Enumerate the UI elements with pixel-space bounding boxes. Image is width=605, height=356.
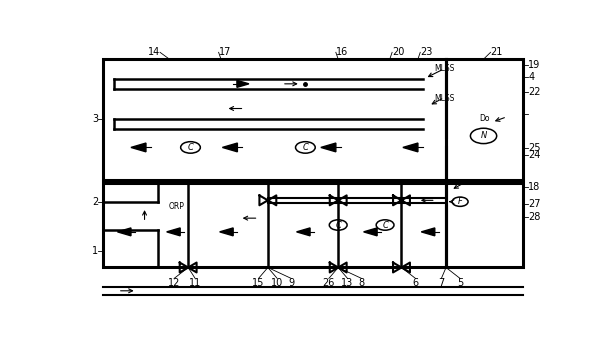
- Text: 3: 3: [92, 115, 98, 125]
- Text: 18: 18: [528, 182, 540, 192]
- Text: ORP: ORP: [169, 202, 185, 211]
- Bar: [446, 183, 523, 267]
- Polygon shape: [321, 143, 336, 152]
- Text: MLSS: MLSS: [434, 94, 455, 103]
- Text: 26: 26: [322, 278, 335, 288]
- Text: 19: 19: [528, 60, 540, 70]
- Polygon shape: [117, 228, 131, 236]
- Text: 4: 4: [528, 72, 534, 82]
- Text: 14: 14: [148, 47, 160, 57]
- Polygon shape: [364, 228, 377, 236]
- Polygon shape: [421, 228, 435, 236]
- Text: 23: 23: [420, 47, 433, 57]
- Text: 6: 6: [413, 278, 419, 288]
- Text: MLSS: MLSS: [434, 64, 455, 73]
- Bar: [103, 183, 446, 267]
- Text: 21: 21: [491, 47, 503, 57]
- Text: 28: 28: [528, 212, 540, 222]
- Text: Do: Do: [480, 114, 490, 122]
- Text: C: C: [188, 143, 194, 152]
- Text: 22: 22: [528, 87, 541, 97]
- Text: 8: 8: [359, 278, 365, 288]
- Text: 13: 13: [341, 278, 354, 288]
- Text: 7: 7: [438, 278, 445, 288]
- Bar: [446, 59, 523, 180]
- Text: 15: 15: [252, 278, 264, 288]
- Polygon shape: [131, 143, 146, 152]
- Text: 17: 17: [218, 47, 231, 57]
- Text: 24: 24: [528, 150, 540, 160]
- Text: N: N: [480, 131, 486, 140]
- Polygon shape: [237, 80, 249, 87]
- Polygon shape: [223, 143, 237, 152]
- Text: 2: 2: [92, 197, 98, 207]
- Text: 27: 27: [528, 199, 541, 209]
- Polygon shape: [167, 228, 180, 236]
- Text: 12: 12: [168, 278, 180, 288]
- Polygon shape: [296, 228, 310, 236]
- Polygon shape: [220, 228, 233, 236]
- Bar: [103, 59, 446, 180]
- Polygon shape: [403, 143, 418, 152]
- Text: 1: 1: [92, 246, 98, 256]
- Text: 9: 9: [288, 278, 295, 288]
- Text: C: C: [335, 220, 341, 230]
- Text: 16: 16: [336, 47, 348, 57]
- Text: 25: 25: [528, 143, 541, 153]
- Text: F: F: [457, 197, 463, 206]
- Text: C: C: [382, 220, 388, 230]
- Text: 5: 5: [457, 278, 463, 288]
- Text: 11: 11: [189, 278, 201, 288]
- Text: C: C: [302, 143, 309, 152]
- Text: 10: 10: [271, 278, 283, 288]
- Text: 20: 20: [392, 47, 405, 57]
